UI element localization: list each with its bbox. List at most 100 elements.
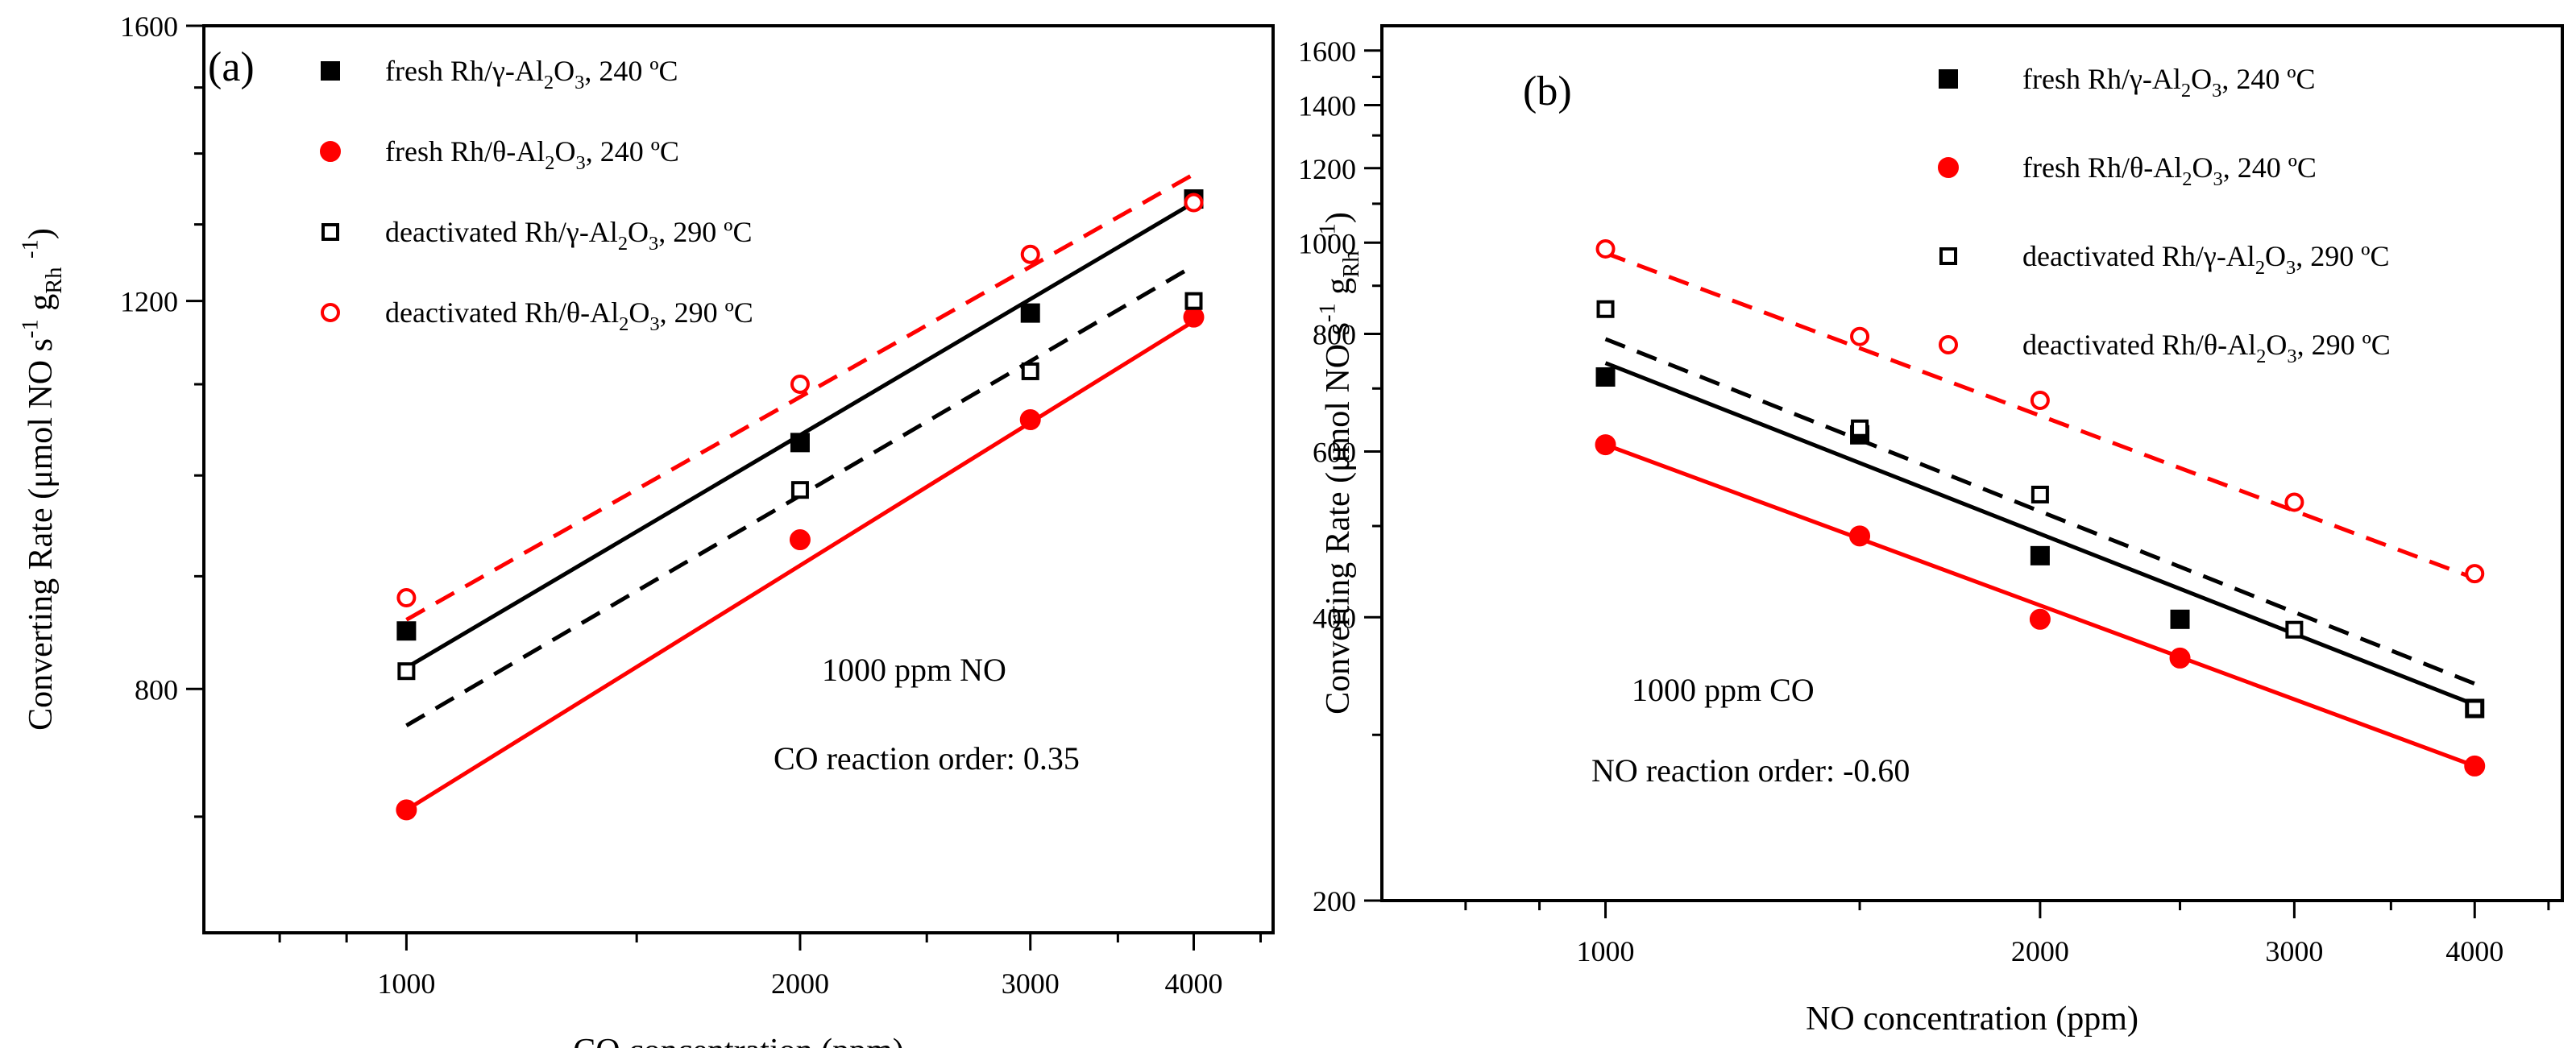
legend-label-part: O	[2266, 329, 2287, 361]
y-axis-title: Converting Rate (μmol NO s-1 gRh -1)	[18, 228, 66, 731]
data-point	[790, 481, 809, 499]
y-axis-title-part: )	[23, 228, 60, 239]
plot-frame	[202, 24, 1275, 934]
data-point	[1851, 419, 1869, 437]
legend-label-part: O	[628, 216, 649, 248]
data-point	[2284, 492, 2304, 512]
data-point	[1184, 193, 1204, 213]
legend-label-part: , 240 ºC	[584, 55, 678, 87]
data-point	[396, 799, 417, 821]
data-point	[1019, 409, 1041, 431]
data-point	[1850, 326, 1870, 346]
data-point	[1183, 306, 1205, 328]
legend-label-part: O	[628, 296, 649, 329]
data-point	[397, 662, 416, 681]
legend-label-part: 3	[575, 152, 585, 174]
y-tick-label: 800	[1313, 319, 1356, 351]
x-tick-label: 2000	[771, 967, 829, 1000]
x-tick-label: 4000	[2445, 935, 2503, 967]
legend-label-part: 2	[545, 152, 554, 174]
x-axis-title: CO concentration (ppm)	[573, 1033, 904, 1048]
data-point	[1184, 292, 1203, 310]
y-axis-title-part: -1	[18, 319, 43, 338]
legend-label: fresh Rh/θ-Al2O3, 240 ºC	[385, 135, 679, 174]
y-tick-label: 800	[135, 673, 178, 706]
series-4	[1595, 238, 2485, 584]
legend-label-part: 2	[544, 72, 554, 93]
series-4	[396, 172, 1204, 622]
legend-label-part: 2	[619, 313, 628, 335]
legend-label-part: , 290 ºC	[2297, 329, 2391, 361]
data-point	[2031, 485, 2049, 503]
legend-marker	[1938, 157, 1959, 178]
y-tick-label: 1600	[1298, 35, 1356, 68]
y-axis-title-part	[23, 259, 60, 267]
data-point	[2030, 390, 2050, 410]
legend-label-part: 3	[649, 233, 658, 255]
data-point	[789, 529, 811, 551]
y-tick-label: 600	[1313, 436, 1356, 468]
data-point	[790, 375, 810, 395]
y-axis-title-part: -1	[18, 239, 43, 259]
data-point	[1849, 525, 1871, 547]
series-1	[396, 189, 1204, 669]
legend-marker	[1939, 335, 1958, 354]
legend-label: deactivated Rh/θ-Al2O3, 290 ºC	[385, 296, 753, 335]
y-axis-title-part: μmol NO s	[23, 338, 60, 488]
legend-label-part: 3	[575, 72, 584, 93]
panel-b: 1000 2000 3000 4000 200 400 600 800 1000 1200 1400…	[1298, 24, 2564, 1038]
data-point	[2169, 647, 2191, 669]
x-tick-label: 3000	[2265, 935, 2323, 967]
data-point	[396, 621, 417, 641]
legend-marker	[1939, 247, 1957, 265]
y-tick-label: 1400	[1298, 90, 1356, 122]
series-1	[1595, 361, 2485, 719]
legend-label-part: 3	[2287, 346, 2296, 367]
x-tick-label: 1000	[377, 967, 435, 1000]
data-point	[2170, 609, 2190, 629]
legend-label-part: O	[554, 55, 575, 87]
legend-label-part: fresh Rh/γ-Al	[2022, 63, 2181, 95]
y-tick-label: 400	[1313, 602, 1356, 634]
y-axis-title-part: g	[1320, 278, 1357, 304]
legend-label-part: O	[2265, 240, 2286, 272]
x-axis-title: NO concentration (ppm)	[1806, 1000, 2138, 1038]
legend-label-part: 2	[618, 233, 628, 255]
data-point	[1595, 434, 1616, 456]
data-point	[790, 433, 810, 453]
annotation: 1000 ppm CO	[1632, 672, 1815, 708]
legend-label-part: deactivated Rh/γ-Al	[385, 216, 618, 248]
legend-label: fresh Rh/γ-Al2O3, 240 ºC	[385, 55, 678, 93]
y-tick-label: 1200	[120, 286, 178, 318]
x-tick-label: 4000	[1164, 967, 1222, 1000]
legend-label-part: 3	[649, 313, 659, 335]
fit-line	[1604, 337, 2476, 686]
y-axis-title-part: g	[23, 294, 60, 320]
legend-label: fresh Rh/θ-Al2O3, 240 ºC	[2022, 151, 2317, 190]
data-point	[1595, 238, 1616, 259]
x-tick-label: 1000	[1577, 935, 1635, 967]
legend-label-part: , 240 ºC	[586, 135, 679, 168]
data-point	[1021, 362, 1039, 380]
legend-label-part: 3	[2286, 257, 2296, 279]
y-tick-label: 1600	[120, 10, 178, 43]
annotation: NO reaction order: -0.60	[1591, 752, 1910, 789]
y-axis-title-part: Rh	[1339, 251, 1364, 277]
data-point	[2466, 699, 2484, 718]
legend-marker	[320, 141, 341, 162]
legend-label-part: O	[2192, 151, 2213, 184]
legend-label-part: 2	[2182, 168, 2192, 190]
x-tick-label: 3000	[1002, 967, 1060, 1000]
legend-label-part: deactivated Rh/θ-Al	[385, 296, 619, 329]
y-tick-label: 200	[1313, 885, 1356, 918]
legend-label-part: fresh Rh/γ-Al	[385, 55, 544, 87]
data-point	[1020, 303, 1040, 323]
y-axis-title-part: Rh	[42, 267, 67, 293]
data-point	[396, 588, 417, 608]
legend-label: deactivated Rh/γ-Al2O3, 290 ºC	[385, 216, 752, 255]
panel-a: 1000 2000 3000 4000 800 1200 1600 CO concentrat…	[18, 10, 1275, 1048]
series-2	[1595, 434, 2486, 777]
